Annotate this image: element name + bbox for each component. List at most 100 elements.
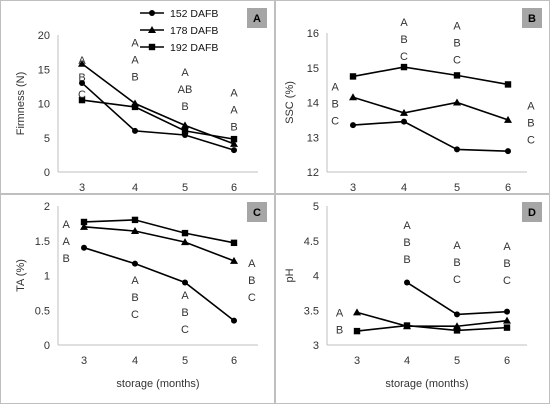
circle-marker	[505, 148, 511, 155]
circle-marker	[350, 122, 356, 129]
panel-frame	[0, 0, 275, 194]
significance-letter: B	[336, 325, 343, 337]
significance-letter: A	[403, 220, 411, 232]
y-tick-label: 0.5	[35, 305, 50, 317]
significance-letter: A	[78, 55, 86, 67]
significance-letter: B	[230, 122, 237, 134]
y-axis-label: pH	[284, 268, 296, 282]
y-tick-label: 10	[38, 99, 50, 111]
series-line	[352, 66, 509, 86]
square-marker	[131, 216, 139, 224]
significance-letter: A	[400, 17, 408, 29]
y-tick-label: 13	[307, 132, 319, 144]
x-tick-label: 4	[404, 355, 410, 367]
x-tick-label: 4	[132, 355, 138, 367]
triangle-marker	[230, 256, 238, 264]
triangle-marker	[181, 238, 189, 246]
circle-marker	[81, 244, 87, 251]
circle-marker	[182, 279, 188, 286]
panel-letter: C	[253, 207, 261, 219]
triangle-marker	[230, 139, 238, 147]
significance-letter: B	[503, 258, 510, 270]
y-axis-label: SSC (%)	[284, 81, 296, 124]
significance-letter: B	[131, 292, 138, 304]
significance-letter: C	[181, 324, 189, 336]
triangle-marker	[503, 316, 511, 324]
significance-letter: B	[403, 237, 410, 249]
significance-letter: A	[336, 308, 344, 320]
significance-letter: AB	[178, 84, 193, 96]
triangle-marker	[148, 26, 156, 33]
significance-letter: C	[331, 115, 339, 127]
triangle-marker	[400, 108, 408, 116]
square-marker	[181, 127, 189, 135]
y-tick-label: 1	[44, 271, 50, 283]
series-line	[83, 246, 235, 322]
significance-letter: C	[527, 134, 535, 146]
series-line	[81, 82, 235, 151]
x-tick-label: 4	[132, 182, 138, 194]
significance-letter: A	[331, 81, 339, 93]
legend-label: 152 DAFB	[170, 8, 218, 20]
significance-letter: C	[453, 55, 461, 67]
y-axis-label: Firmness (N)	[15, 72, 27, 136]
y-tick-label: 16	[307, 28, 319, 40]
significance-letter: C	[248, 292, 256, 304]
legend-label: 178 DAFB	[170, 25, 218, 37]
significance-letter: A	[131, 38, 139, 50]
significance-letter: A	[503, 241, 511, 253]
series-line	[83, 226, 235, 262]
significance-letter: A	[230, 88, 238, 100]
x-tick-label: 4	[401, 182, 407, 194]
y-tick-label: 14	[307, 98, 319, 110]
square-marker	[504, 81, 512, 88]
circle-marker	[231, 317, 237, 324]
x-tick-label: 5	[182, 355, 188, 367]
significance-letter: B	[181, 307, 188, 319]
circle-marker	[504, 308, 510, 315]
y-tick-label: 3.5	[304, 305, 319, 317]
significance-letter: A	[131, 55, 139, 67]
x-tick-label: 5	[182, 182, 188, 194]
significance-letter: A	[527, 100, 535, 112]
panel-c: 00.511.523 4 5 6TA (%)storage (months)AABAB…	[15, 201, 267, 390]
square-marker	[148, 43, 156, 51]
triangle-marker	[349, 93, 357, 101]
y-axis-label: TA (%)	[15, 259, 27, 292]
triangle-marker	[78, 59, 86, 67]
x-tick-label: 6	[231, 182, 237, 194]
square-marker	[181, 229, 189, 237]
x-tick-label: 6	[505, 182, 511, 194]
panel-letter-box	[522, 8, 542, 28]
x-tick-label: 5	[454, 355, 460, 367]
series-line	[352, 96, 509, 121]
significance-letter: B	[331, 98, 338, 110]
x-axis-label: storage (months)	[385, 378, 468, 390]
panel-letter-box	[247, 8, 267, 28]
square-marker	[131, 103, 139, 111]
significance-letter: B	[62, 253, 69, 265]
y-tick-label: 1.5	[35, 236, 50, 248]
significance-letter: A	[62, 236, 70, 248]
significance-letter: A	[230, 105, 238, 117]
legend: 152 DAFB 178 DAFB 192 DAFB	[140, 8, 218, 54]
square-marker	[403, 322, 411, 329]
y-tick-label: 0	[44, 167, 50, 179]
square-marker	[400, 63, 408, 71]
circle-marker	[454, 146, 460, 153]
panel-letter-box	[522, 202, 542, 222]
legend-label: 192 DAFB	[170, 42, 218, 54]
significance-letter: B	[400, 34, 407, 46]
significance-letter: A	[248, 258, 256, 270]
significance-letter: A	[62, 219, 70, 231]
significance-letter: A	[131, 275, 139, 287]
series-line	[356, 311, 508, 328]
significance-letter: B	[131, 72, 138, 84]
y-tick-label: 5	[313, 201, 319, 213]
significance-letter: C	[453, 274, 461, 286]
square-marker	[349, 73, 357, 80]
